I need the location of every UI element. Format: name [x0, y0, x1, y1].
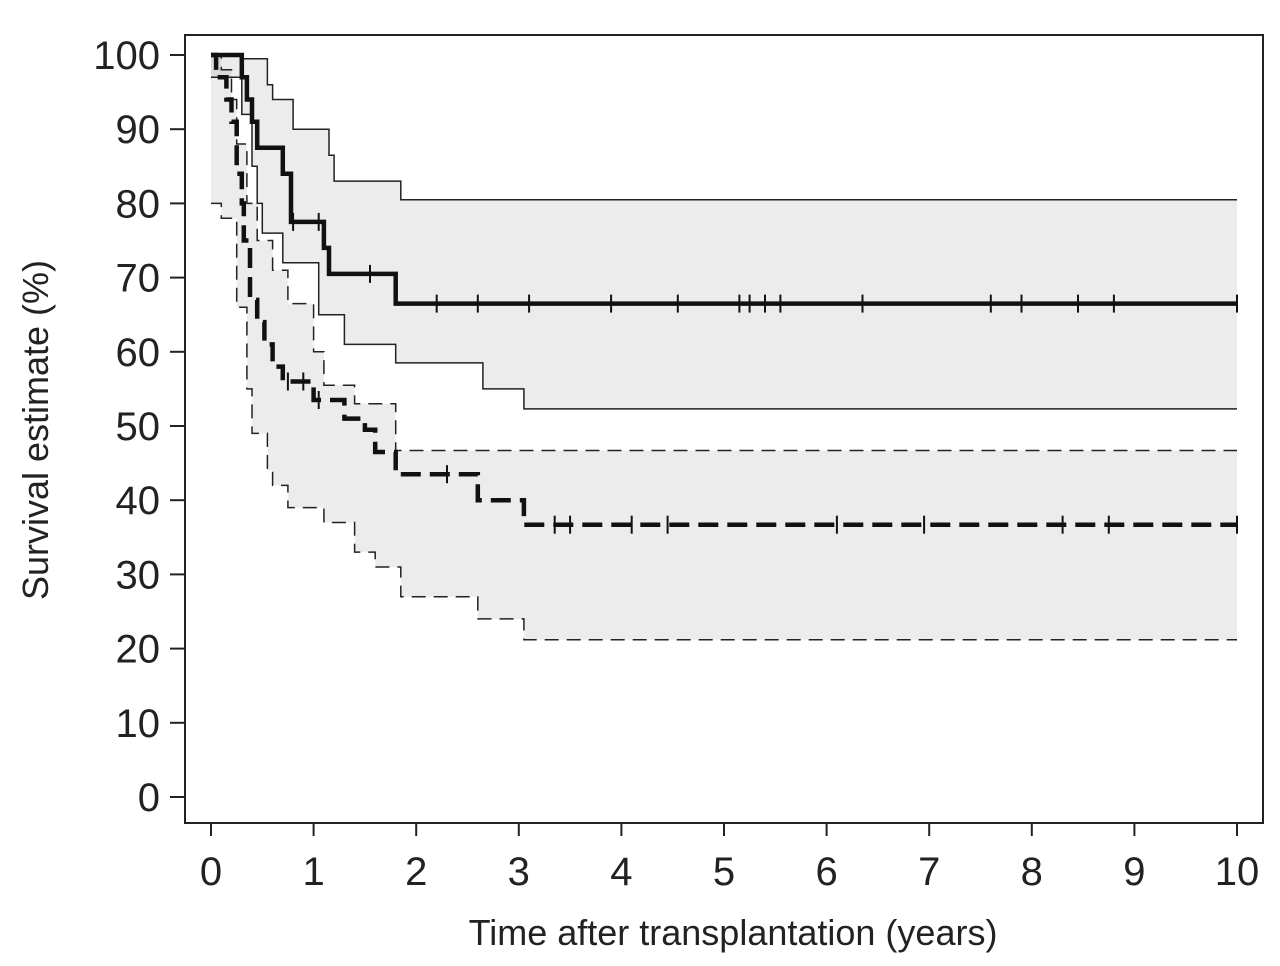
y-tick-label-70: 70	[116, 257, 161, 301]
x-tick-label-6: 6	[815, 850, 837, 894]
x-tick-label-2: 2	[405, 850, 427, 894]
y-tick-label-10: 10	[116, 702, 161, 746]
x-axis-title: Time after transplantation (years)	[469, 912, 998, 953]
y-tick-label-30: 30	[116, 553, 161, 597]
ci-band-2	[211, 55, 1237, 640]
ci-lower-line-1	[211, 76, 1237, 410]
survival-curves	[211, 52, 1238, 641]
x-tick-label-9: 9	[1123, 850, 1145, 894]
x-tick-label-7: 7	[918, 850, 940, 894]
y-tick-label-60: 60	[116, 331, 161, 375]
y-tick-label-20: 20	[116, 628, 161, 672]
x-tick-label-0: 0	[200, 850, 222, 894]
x-tick-label-1: 1	[302, 850, 324, 894]
x-tick-label-8: 8	[1021, 850, 1043, 894]
y-tick-label-40: 40	[116, 479, 161, 523]
y-tick-label-100: 100	[93, 34, 160, 78]
x-tick-label-10: 10	[1215, 850, 1260, 894]
y-tick-label-50: 50	[116, 405, 161, 449]
y-tick-label-80: 80	[116, 182, 161, 226]
y-tick-label-0: 0	[138, 776, 160, 820]
ci-lower-line-2	[211, 202, 1237, 641]
survival-curve-1	[211, 52, 1237, 306]
y-tick-label-90: 90	[116, 108, 161, 152]
x-tick-label-5: 5	[713, 850, 735, 894]
survival-curve-2	[211, 52, 1237, 527]
ci-band-1	[211, 55, 1237, 409]
confidence-bands	[211, 55, 1237, 640]
x-tick-label-3: 3	[508, 850, 530, 894]
ci-upper-line-1	[211, 54, 1237, 201]
y-axis-title: Survival estimate (%)	[15, 260, 56, 600]
x-tick-label-4: 4	[610, 850, 632, 894]
